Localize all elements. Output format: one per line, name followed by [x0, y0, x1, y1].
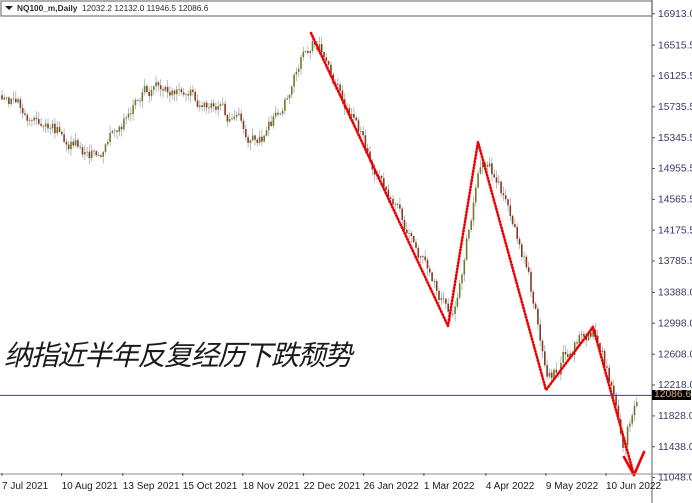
svg-text:14565.5: 14565.5 — [658, 195, 692, 206]
svg-text:13 Sep 2021: 13 Sep 2021 — [123, 481, 180, 492]
svg-text:15 Oct 2021: 15 Oct 2021 — [183, 481, 238, 492]
svg-text:10 Aug 2021: 10 Aug 2021 — [62, 481, 119, 492]
svg-text:18 Nov 2021: 18 Nov 2021 — [243, 481, 300, 492]
svg-text:7 Jul 2021: 7 Jul 2021 — [2, 481, 49, 492]
svg-text:16125.5: 16125.5 — [658, 71, 692, 82]
svg-text:12608.0: 12608.0 — [658, 349, 692, 360]
svg-text:22 Dec 2021: 22 Dec 2021 — [304, 481, 361, 492]
svg-text:1 Mar 2022: 1 Mar 2022 — [424, 481, 475, 492]
svg-text:11828.0: 11828.0 — [658, 411, 692, 422]
svg-text:13785.5: 13785.5 — [658, 256, 692, 267]
svg-text:10 Jun 2022: 10 Jun 2022 — [606, 481, 661, 492]
svg-text:13388.0: 13388.0 — [658, 288, 692, 299]
svg-text:15735.5: 15735.5 — [658, 102, 692, 113]
svg-text:26 Jan 2022: 26 Jan 2022 — [364, 481, 419, 492]
svg-text:4 Apr 2022: 4 Apr 2022 — [486, 481, 535, 492]
svg-text:16913.0: 16913.0 — [658, 9, 692, 20]
svg-text:9 May 2022: 9 May 2022 — [546, 481, 599, 492]
svg-text:14955.5: 14955.5 — [658, 164, 692, 175]
svg-text:15345.5: 15345.5 — [658, 133, 692, 144]
svg-text:11438.0: 11438.0 — [658, 442, 692, 453]
svg-text:16515.5: 16515.5 — [658, 40, 692, 51]
svg-text:12998.0: 12998.0 — [658, 319, 692, 330]
svg-text:11048.0: 11048.0 — [658, 473, 692, 484]
svg-text:14175.5: 14175.5 — [658, 225, 692, 236]
